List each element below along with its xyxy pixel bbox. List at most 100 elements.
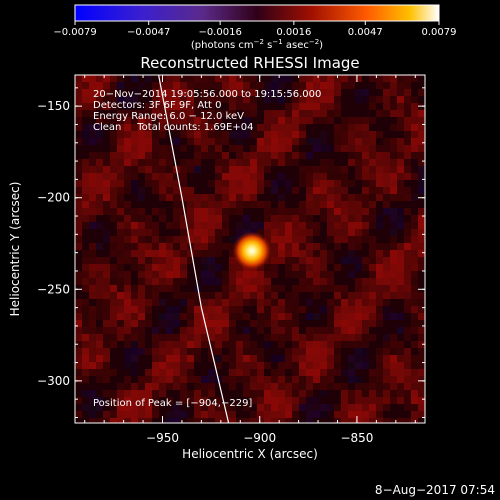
heatmap-cell (152, 173, 159, 180)
heatmap-cell (348, 341, 355, 348)
heatmap-cell (355, 285, 362, 292)
heatmap-cell (334, 124, 341, 131)
heatmap-cell (418, 341, 425, 348)
heatmap-cell (194, 117, 201, 124)
heatmap-cell (299, 194, 306, 201)
heatmap-cell (96, 159, 103, 166)
heatmap-cell (194, 96, 201, 103)
x-tick-label: −850 (340, 431, 373, 445)
heatmap-cell (313, 271, 320, 278)
heatmap-cell (362, 390, 369, 397)
heatmap-cell (257, 208, 264, 215)
heatmap-cell (124, 369, 131, 376)
heatmap-cell (292, 418, 299, 423)
heatmap-cell (348, 299, 355, 306)
heatmap-cell (103, 313, 110, 320)
heatmap-cell (355, 89, 362, 96)
heatmap-cell (187, 180, 194, 187)
heatmap-cell (138, 187, 145, 194)
heatmap-cell (208, 89, 215, 96)
heatmap-cell (131, 362, 138, 369)
heatmap-cell (152, 404, 159, 411)
heatmap-cell (222, 320, 229, 327)
heatmap-cell (145, 397, 152, 404)
heatmap-cell (82, 362, 89, 369)
heatmap-cell (383, 173, 390, 180)
heatmap-cell (418, 187, 425, 194)
heatmap-cell (180, 124, 187, 131)
heatmap-cell (75, 236, 82, 243)
heatmap-cell (320, 397, 327, 404)
heatmap-cell (131, 390, 138, 397)
heatmap-cell (306, 341, 313, 348)
heatmap-cell (411, 271, 418, 278)
heatmap-cell (103, 264, 110, 271)
heatmap-cell (418, 369, 425, 376)
heatmap-cell (166, 152, 173, 159)
heatmap-cell (411, 390, 418, 397)
heatmap-cell (194, 194, 201, 201)
heatmap-cell (383, 138, 390, 145)
heatmap-cell (201, 257, 208, 264)
heatmap-cell (264, 145, 271, 152)
heatmap-cell (152, 418, 159, 423)
heatmap-cell (376, 411, 383, 418)
heatmap-cell (152, 236, 159, 243)
heatmap-cell (257, 117, 264, 124)
heatmap-cell (299, 131, 306, 138)
heatmap-cell (166, 173, 173, 180)
heatmap-cell (355, 299, 362, 306)
heatmap-cell (306, 369, 313, 376)
heatmap-cell (152, 208, 159, 215)
heatmap-cell (89, 369, 96, 376)
heatmap-cell (285, 117, 292, 124)
heatmap-cell (383, 215, 390, 222)
heatmap-cell (103, 236, 110, 243)
heatmap-cell (320, 257, 327, 264)
heatmap-cell (404, 159, 411, 166)
heatmap-cell (89, 75, 96, 82)
heatmap-cell (257, 89, 264, 96)
heatmap-cell (292, 264, 299, 271)
heatmap-cell (159, 320, 166, 327)
heatmap-cell (404, 96, 411, 103)
heatmap-cell (257, 306, 264, 313)
heatmap-cell (320, 131, 327, 138)
heatmap-cell (250, 348, 257, 355)
heatmap-cell (117, 117, 124, 124)
heatmap-cell (152, 89, 159, 96)
heatmap-cell (159, 404, 166, 411)
heatmap-cell (341, 82, 348, 89)
heatmap-cell (334, 138, 341, 145)
heatmap-cell (138, 103, 145, 110)
heatmap-cell (159, 285, 166, 292)
heatmap-cell (82, 82, 89, 89)
heatmap-cell (103, 117, 110, 124)
heatmap-cell (271, 208, 278, 215)
heatmap-cell (145, 103, 152, 110)
heatmap-cell (390, 243, 397, 250)
heatmap-cell (320, 404, 327, 411)
heatmap-cell (208, 110, 215, 117)
heatmap-cell (110, 418, 117, 423)
heatmap-cell (292, 383, 299, 390)
heatmap-cell (215, 292, 222, 299)
heatmap-cell (264, 278, 271, 285)
heatmap-cell (180, 369, 187, 376)
heatmap-cell (418, 285, 425, 292)
heatmap-cell (257, 397, 264, 404)
heatmap-cell (306, 334, 313, 341)
heatmap-cell (327, 355, 334, 362)
heatmap-cell (194, 264, 201, 271)
heatmap-cell (145, 313, 152, 320)
y-axis-label: Heliocentric Y (arcsec) (8, 182, 22, 317)
heatmap-cell (236, 124, 243, 131)
heatmap-cell (271, 236, 278, 243)
heatmap-cell (362, 124, 369, 131)
heatmap-cell (334, 117, 341, 124)
heatmap-cell (362, 250, 369, 257)
heatmap-cell (166, 96, 173, 103)
heatmap-cell (243, 173, 250, 180)
heatmap-cell (292, 173, 299, 180)
heatmap-cell (292, 152, 299, 159)
